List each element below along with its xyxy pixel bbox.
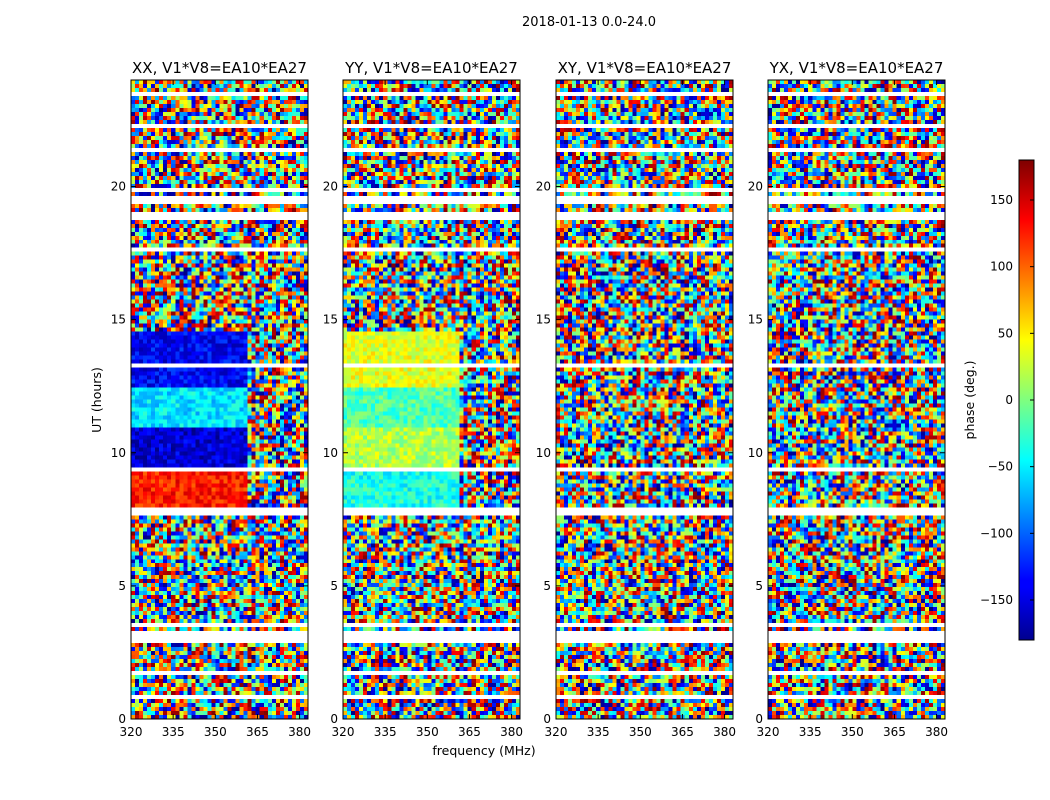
y-axis-label: UT (hours): [89, 367, 104, 433]
heatmap-yy: [343, 80, 520, 719]
panel-frame: [767, 79, 946, 720]
x-tick-label: 380: [288, 725, 311, 739]
x-tick-label: 380: [925, 725, 948, 739]
x-tick-label: 335: [799, 725, 822, 739]
panel-frame: [555, 79, 734, 720]
x-tick-label: 350: [629, 725, 652, 739]
x-tick-label: 335: [587, 725, 610, 739]
x-tick-label: 365: [458, 725, 481, 739]
x-tick-label: 365: [671, 725, 694, 739]
x-tick-label: 380: [500, 725, 523, 739]
colorbar-tick-label: 50: [998, 326, 1013, 340]
y-tick-label: 0: [118, 712, 126, 726]
panels-group: XX, V1*V8=EA10*EA27 320 335 350 365 380 0 5 10 15…: [111, 59, 948, 739]
colorbar-tick-label: 0: [1005, 393, 1013, 407]
y-tick-label: 0: [755, 712, 763, 726]
figure-suptitle: 2018-01-13 0.0-24.0: [522, 15, 656, 30]
x-tick-label: 350: [416, 725, 439, 739]
heatmap-xx: [131, 80, 308, 719]
x-tick-label: 335: [374, 725, 397, 739]
colorbar-tick-label: 150: [990, 193, 1013, 207]
y-tick-label: 10: [111, 446, 126, 460]
x-tick-label: 380: [713, 725, 736, 739]
y-tick-label: 15: [536, 313, 551, 327]
x-tick-label: 365: [883, 725, 906, 739]
y-tick-label: 15: [323, 313, 338, 327]
panel-xy: XY, V1*V8=EA10*EA27 320 335 350 365 380 0 5 10 15…: [536, 59, 736, 739]
y-tick-label: 20: [748, 180, 763, 194]
colorbar-ticks: −150 −100 −50 0 50 100 150: [980, 193, 1034, 607]
x-axis-label: frequency (MHz): [432, 743, 535, 758]
y-tick-label: 20: [536, 180, 551, 194]
x-tick-label: 320: [332, 725, 355, 739]
colorbar-tick-label: 100: [990, 260, 1013, 274]
y-tick-label: 0: [543, 712, 551, 726]
x-tick-label: 350: [841, 725, 864, 739]
x-tick-label: 320: [757, 725, 780, 739]
y-tick-label: 5: [543, 579, 551, 593]
panel-title: XX, V1*V8=EA10*EA27: [132, 59, 307, 77]
panel-yx: YX, V1*V8=EA10*EA27 320 335 350 365 380 0 5 10 15…: [748, 59, 948, 739]
y-tick-label: 0: [330, 712, 338, 726]
y-tick-label: 10: [536, 446, 551, 460]
y-tick-label: 15: [748, 313, 763, 327]
colorbar-tick-label: −150: [980, 593, 1013, 607]
colorbar: −150 −100 −50 0 50 100 150 phase (deg.): [962, 159, 1035, 641]
panel-title: YX, V1*V8=EA10*EA27: [769, 59, 944, 77]
y-tick-label: 10: [748, 446, 763, 460]
colorbar-label: phase (deg.): [962, 361, 977, 440]
y-tick-label: 5: [330, 579, 338, 593]
x-tick-label: 365: [246, 725, 269, 739]
colorbar-tick-label: −100: [980, 526, 1013, 540]
colorbar-tick-label: −50: [988, 460, 1013, 474]
x-tick-label: 350: [204, 725, 227, 739]
x-tick-label: 335: [162, 725, 185, 739]
y-tick-label: 15: [111, 313, 126, 327]
panel-frame: [342, 79, 521, 720]
panel-frame: [130, 79, 309, 720]
y-tick-label: 20: [323, 180, 338, 194]
panel-yy: YY, V1*V8=EA10*EA27 320 335 350 365 380 0 5 10 15…: [323, 59, 523, 739]
y-tick-label: 5: [755, 579, 763, 593]
y-tick-label: 5: [118, 579, 126, 593]
heatmap-xy: [556, 80, 733, 719]
panel-title: YY, V1*V8=EA10*EA27: [344, 59, 518, 77]
x-tick-label: 320: [120, 725, 143, 739]
heatmap-yx: [768, 80, 945, 719]
panel-xx: XX, V1*V8=EA10*EA27 320 335 350 365 380 0 5 10 15…: [111, 59, 311, 739]
y-tick-label: 20: [111, 180, 126, 194]
y-tick-label: 10: [323, 446, 338, 460]
panel-title: XY, V1*V8=EA10*EA27: [558, 59, 732, 77]
x-tick-label: 320: [545, 725, 568, 739]
